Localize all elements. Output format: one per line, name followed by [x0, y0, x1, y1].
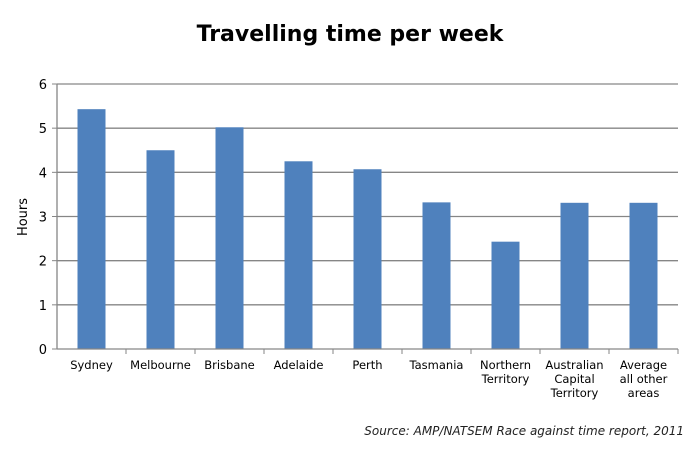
- x-tick-label: Australian Capital Territory: [545, 358, 603, 400]
- y-tick-label: 5: [39, 122, 47, 137]
- x-tick-label-line: Territory: [481, 372, 530, 386]
- source-note: Source: AMP/NATSEM Race against time rep…: [364, 424, 684, 438]
- y-tick-label: 3: [39, 211, 47, 226]
- bar: [77, 109, 106, 349]
- x-tick-label-line: Australian: [545, 358, 603, 372]
- x-tick-label-line: Average: [620, 358, 667, 372]
- y-tick-label: 1: [39, 299, 47, 314]
- x-tick-label-line: Sydney: [70, 358, 113, 372]
- bar: [560, 202, 589, 349]
- bar: [353, 169, 382, 349]
- bar: [491, 241, 520, 349]
- bars: [77, 109, 658, 350]
- x-tick-label: Northern Territory: [480, 358, 531, 386]
- bar: [284, 161, 313, 349]
- x-tick-label-line: Capital: [554, 372, 594, 386]
- x-tick-label: Perth: [352, 358, 382, 372]
- axes: [52, 83, 679, 354]
- x-tick-label-line: Territory: [550, 386, 599, 400]
- x-tick-label-line: areas: [628, 386, 660, 400]
- x-tick-label: Brisbane: [204, 358, 255, 372]
- x-tick-label-line: Melbourne: [130, 358, 191, 372]
- chart-title: Travelling time per week: [196, 22, 504, 47]
- x-tick-label-line: Adelaide: [274, 358, 324, 372]
- bar: [215, 127, 244, 350]
- y-tick-labels: 0 1 2 3 4 5 6: [39, 78, 47, 358]
- x-tick-label: Adelaide: [274, 358, 324, 372]
- y-tick-label: 0: [39, 343, 47, 358]
- x-tick-label: Average all other areas: [620, 358, 668, 400]
- x-tick-labels: Sydney Melbourne Brisbane Adelaide Perth Tasm…: [70, 358, 667, 400]
- x-tick-label-line: Tasmania: [409, 358, 464, 372]
- x-tick-label-line: Northern: [480, 358, 531, 372]
- y-tick-label: 2: [39, 255, 47, 270]
- bar: [629, 202, 658, 349]
- bar: [146, 150, 175, 349]
- x-tick-label: Sydney: [70, 358, 113, 372]
- x-tick-label-line: all other: [620, 372, 668, 386]
- y-axis-label: Hours: [16, 198, 31, 236]
- x-tick-label-line: Brisbane: [204, 358, 255, 372]
- x-tick-label: Tasmania: [409, 358, 464, 372]
- y-tick-label: 4: [39, 166, 47, 181]
- bar: [422, 202, 451, 349]
- x-tick-label-line: Perth: [352, 358, 382, 372]
- y-tick-label: 6: [39, 78, 47, 93]
- x-tick-label: Melbourne: [130, 358, 191, 372]
